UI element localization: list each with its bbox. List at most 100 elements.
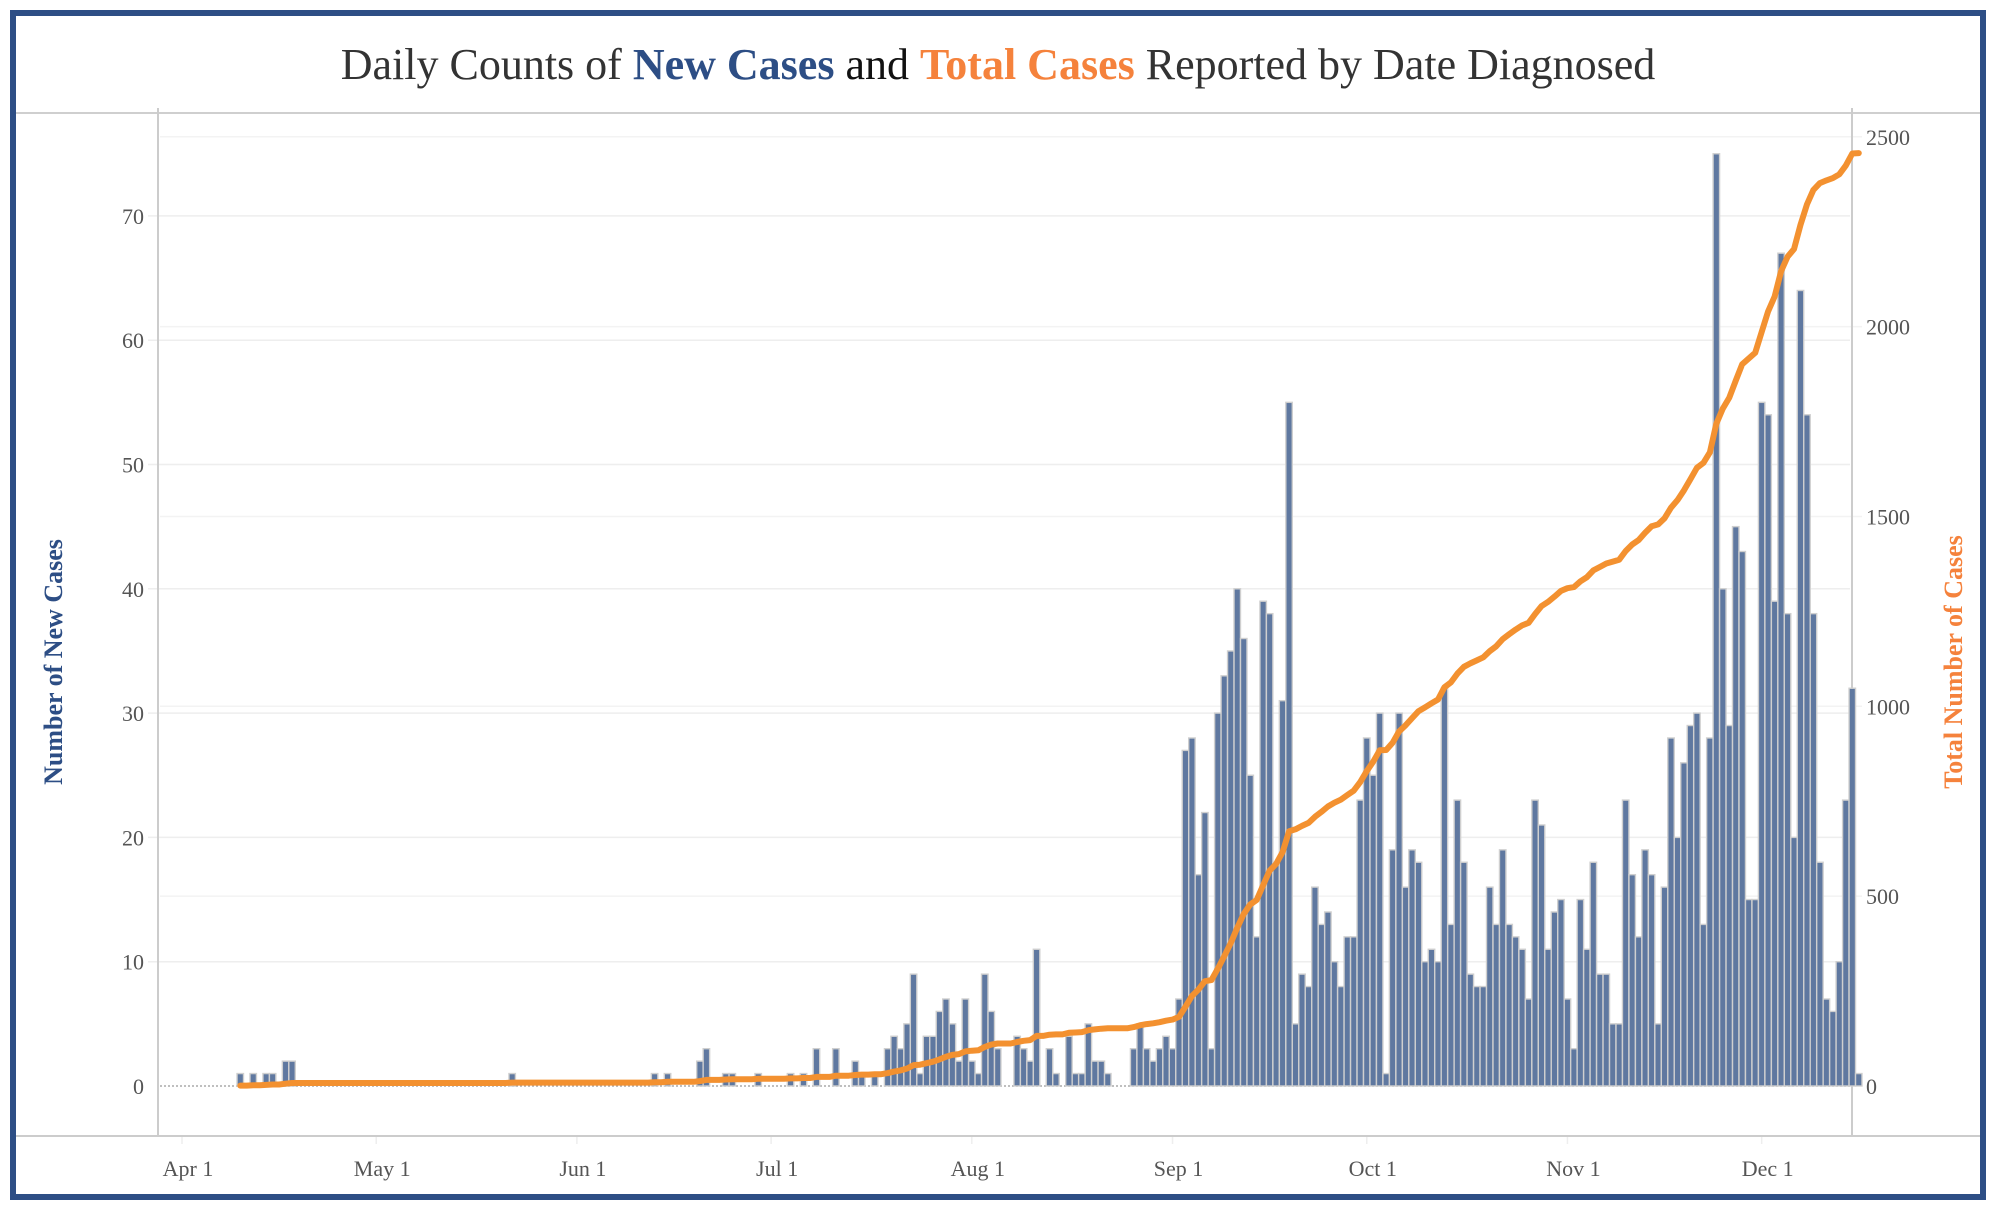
bar-new-cases: [1544, 948, 1552, 1087]
bar-new-cases: [1233, 588, 1242, 1087]
bar-new-cases: [1129, 1048, 1138, 1087]
bar-new-cases: [909, 973, 918, 1087]
bar-new-cases: [935, 1010, 944, 1087]
y-left-tick-label: 50: [122, 453, 144, 478]
bar-new-cases: [1744, 898, 1753, 1087]
bar-new-cases: [1427, 948, 1436, 1087]
bar-new-cases: [1142, 1048, 1151, 1087]
bar-new-cases: [1103, 1072, 1112, 1087]
bar-new-cases: [1550, 911, 1559, 1087]
bar-new-cases: [1259, 600, 1268, 1087]
title-bar: Daily Counts of New Cases and Total Case…: [16, 16, 1980, 114]
bar-new-cases: [1667, 737, 1675, 1087]
bar-new-cases: [1032, 948, 1041, 1087]
bar-new-cases: [1641, 849, 1650, 1087]
bar-new-cases: [1149, 1060, 1158, 1087]
bar-new-cases: [1356, 799, 1365, 1087]
chart-frame: Daily Counts of New Cases and Total Case…: [10, 10, 1986, 1200]
bar-new-cases: [1336, 985, 1345, 1087]
left-axis-title: Number of New Cases: [39, 539, 68, 785]
bar-new-cases: [1705, 737, 1714, 1087]
bar-new-cases: [1084, 1023, 1093, 1087]
bar-new-cases: [1077, 1072, 1086, 1087]
y-left-tick-label: 30: [122, 701, 144, 726]
bar-new-cases: [1815, 861, 1824, 1087]
bar-new-cases: [941, 998, 950, 1087]
bar-new-cases: [812, 1048, 821, 1087]
bar-new-cases: [1589, 861, 1598, 1087]
bar-new-cases: [1835, 961, 1844, 1087]
y-left-tick-label: 0: [133, 1074, 144, 1099]
title-part: Daily Counts of: [340, 39, 633, 89]
bar-new-cases: [890, 1035, 899, 1087]
right-axis-title: Total Number of Cases: [1939, 535, 1968, 789]
bar-new-cases: [1803, 414, 1811, 1087]
x-tick-label: Jul 1: [756, 1156, 798, 1181]
bar-new-cases: [1200, 811, 1209, 1087]
bar-new-cases: [1751, 898, 1760, 1087]
bar-new-cases: [1692, 712, 1701, 1087]
bar-new-cases: [1602, 973, 1611, 1087]
bar-new-cases: [1285, 401, 1293, 1087]
bar-new-cases: [1738, 550, 1747, 1087]
bar-new-cases: [1343, 936, 1352, 1087]
bar-new-cases: [1634, 936, 1643, 1087]
bar-new-cases: [1790, 836, 1798, 1087]
bar-new-cases: [1615, 1023, 1624, 1087]
y-left-tick-label: 70: [122, 204, 144, 229]
bar-new-cases: [1725, 724, 1734, 1087]
bar-new-cases: [1466, 973, 1475, 1087]
bar-new-cases: [1492, 923, 1501, 1087]
bar-new-cases: [1518, 948, 1527, 1087]
bar-new-cases: [961, 998, 970, 1087]
bar-new-cases: [1569, 1048, 1578, 1087]
bar-new-cases: [1388, 849, 1397, 1087]
bar-new-cases: [1304, 985, 1313, 1087]
bar-new-cases: [1136, 1023, 1145, 1087]
bar-new-cases: [1382, 1072, 1391, 1087]
bar-new-cases: [1822, 998, 1831, 1087]
bar-new-cases: [1246, 774, 1255, 1087]
bar-new-cases: [1090, 1060, 1099, 1087]
x-tick-label: Apr 1: [163, 1156, 214, 1181]
x-tick-label: Sep 1: [1154, 1156, 1204, 1181]
y-right-tick-label: 1000: [1866, 694, 1910, 719]
bar-new-cases: [1809, 612, 1818, 1087]
bar-new-cases: [1349, 936, 1358, 1087]
bar-new-cases: [1369, 774, 1378, 1087]
bar-new-cases: [1220, 675, 1229, 1087]
bar-new-cases: [1162, 1035, 1170, 1087]
bar-new-cases: [1783, 612, 1792, 1087]
bar-new-cases: [1699, 923, 1708, 1087]
bar-new-cases: [702, 1048, 711, 1087]
bar-new-cases: [1764, 414, 1773, 1087]
bar-new-cases: [1654, 1023, 1663, 1087]
bar-new-cases: [1472, 985, 1481, 1087]
y-right-tick-label: 1500: [1866, 504, 1910, 529]
bar-new-cases: [1291, 1023, 1300, 1087]
x-tick-label: Jun 1: [559, 1156, 606, 1181]
bar-new-cases: [1168, 1048, 1177, 1087]
bar-new-cases: [1647, 873, 1656, 1087]
bar-new-cases: [1673, 836, 1682, 1087]
bar-new-cases: [1019, 1048, 1028, 1087]
bar-new-cases: [1479, 985, 1488, 1087]
x-tick-label: Aug 1: [951, 1156, 1005, 1181]
x-tick-label: May 1: [354, 1156, 411, 1181]
tick-labels: 0 10 20 30 40 50 60 70 0 500 1000 1500 2000 2500 Apr 1…: [122, 125, 1910, 1181]
bar-new-cases: [1498, 849, 1507, 1087]
bar-new-cases: [1375, 712, 1384, 1087]
title-part: and: [834, 39, 920, 89]
bar-new-cases: [1434, 961, 1442, 1087]
bar-new-cases: [1401, 886, 1410, 1087]
x-tick-label: Oct 1: [1349, 1156, 1397, 1181]
bar-new-cases: [1181, 749, 1190, 1087]
bar-new-cases: [1796, 289, 1805, 1087]
bar-new-cases: [1841, 799, 1850, 1087]
bar-new-cases: [1265, 612, 1274, 1087]
bar-new-cases: [980, 973, 989, 1087]
title-total-cases: Total Cases: [920, 39, 1135, 89]
bar-new-cases: [916, 1072, 924, 1087]
bar-new-cases: [1071, 1072, 1080, 1087]
